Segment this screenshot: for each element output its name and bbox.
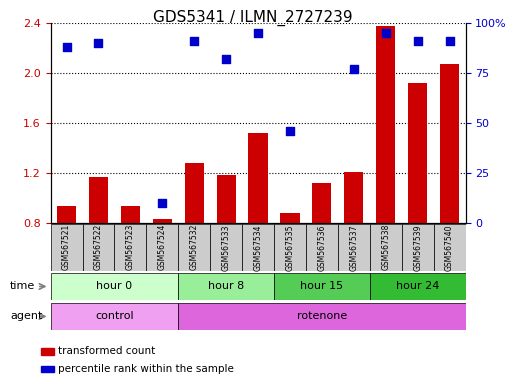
Point [94, 40, 103, 46]
Text: hour 24: hour 24 [395, 281, 438, 291]
Text: hour 15: hour 15 [300, 281, 343, 291]
Bar [178, 273, 274, 300]
Bar [375, 26, 394, 323]
Bar [439, 64, 458, 323]
Bar [121, 207, 140, 323]
Bar [280, 213, 299, 323]
Text: hour 0: hour 0 [96, 281, 132, 291]
Bar [50, 273, 178, 300]
Text: GSM567522: GSM567522 [94, 224, 103, 270]
Point [222, 56, 230, 62]
Point [254, 30, 262, 36]
Bar [343, 172, 363, 323]
Point [381, 30, 389, 36]
Text: GSM567534: GSM567534 [253, 224, 262, 271]
Text: percentile rank within the sample: percentile rank within the sample [58, 364, 234, 374]
Bar [337, 224, 369, 271]
Text: time: time [10, 281, 35, 291]
Text: transformed count: transformed count [58, 346, 155, 356]
Text: GSM567540: GSM567540 [444, 224, 453, 271]
Bar [369, 273, 465, 300]
Point [349, 66, 357, 72]
Bar [274, 273, 369, 300]
Text: GSM567539: GSM567539 [412, 224, 421, 271]
Bar [241, 224, 274, 271]
Bar [312, 183, 331, 323]
Text: control: control [95, 311, 133, 321]
Text: GSM567523: GSM567523 [126, 224, 135, 270]
Point [158, 200, 166, 206]
Point [285, 128, 293, 134]
Bar [210, 224, 241, 271]
Bar [82, 224, 114, 271]
Bar [306, 224, 337, 271]
Text: GSM567521: GSM567521 [62, 224, 71, 270]
Bar [274, 224, 306, 271]
Text: hour 8: hour 8 [208, 281, 244, 291]
Bar [216, 175, 235, 323]
Bar [407, 83, 426, 323]
Bar [401, 224, 433, 271]
Bar [57, 207, 76, 323]
Bar [114, 224, 146, 271]
Point [63, 44, 71, 50]
Text: GDS5341 / ILMN_2727239: GDS5341 / ILMN_2727239 [153, 10, 352, 26]
Text: GSM567533: GSM567533 [221, 224, 230, 271]
Bar [146, 224, 178, 271]
Text: GSM567524: GSM567524 [158, 224, 167, 270]
Text: GSM567535: GSM567535 [285, 224, 294, 271]
Bar [433, 224, 465, 271]
Bar [50, 224, 82, 271]
Bar [178, 224, 210, 271]
Point [190, 38, 198, 44]
Text: agent: agent [10, 311, 42, 321]
Bar [89, 177, 108, 323]
Text: GSM567536: GSM567536 [317, 224, 326, 271]
Bar [153, 219, 172, 323]
Text: GSM567538: GSM567538 [380, 224, 389, 270]
Point [413, 38, 421, 44]
Text: GSM567532: GSM567532 [189, 224, 198, 270]
Text: GSM567537: GSM567537 [348, 224, 358, 271]
Bar [184, 163, 204, 323]
Bar [178, 303, 465, 330]
Bar [369, 224, 401, 271]
Bar [248, 133, 267, 323]
Bar [50, 303, 178, 330]
Point [444, 38, 452, 44]
Text: rotenone: rotenone [296, 311, 346, 321]
